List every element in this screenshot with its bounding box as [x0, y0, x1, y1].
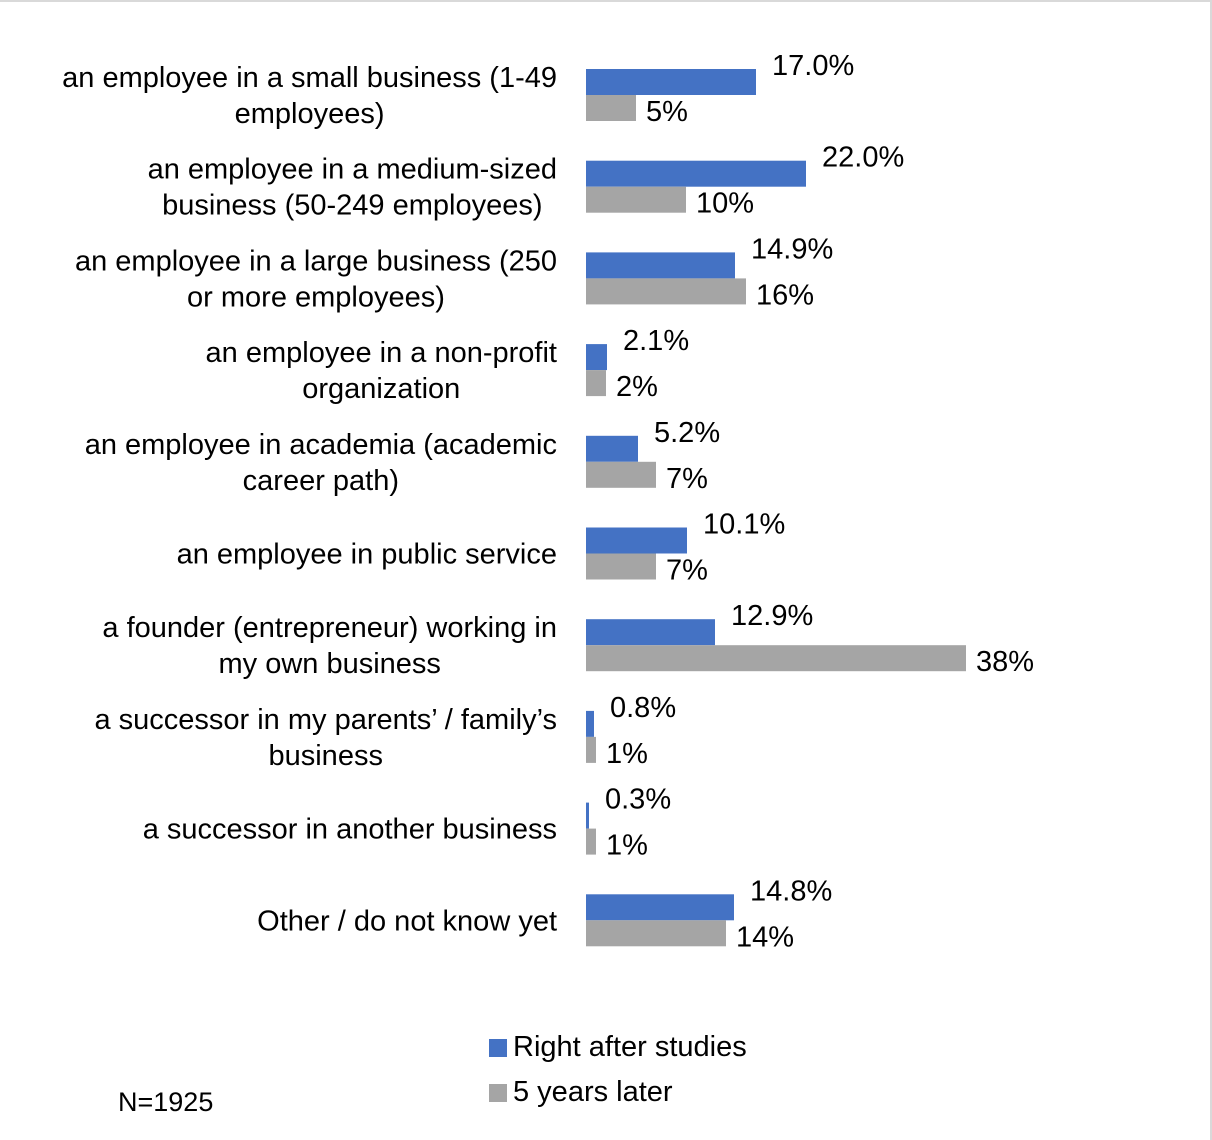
- bar-5-years-later: [586, 920, 726, 947]
- data-label: 14%: [736, 921, 794, 953]
- category-label: a founder (entrepreneur) working in my ow…: [102, 612, 557, 680]
- bar-right-after-studies: [586, 435, 638, 462]
- bar-right-after-studies: [586, 710, 594, 737]
- sample-size-note: N=1925: [118, 1087, 214, 1117]
- data-label: 0.8%: [610, 692, 676, 724]
- legend-swatch-blue: [489, 1038, 507, 1057]
- legend-item-series-1: Right after studies: [489, 1025, 747, 1070]
- data-label: 16%: [756, 279, 814, 311]
- category-label: a successor in another business: [143, 814, 557, 846]
- data-label: 7%: [666, 555, 708, 587]
- data-label: 2.1%: [623, 325, 689, 357]
- data-label: 10.1%: [703, 509, 785, 541]
- data-label: 12.9%: [731, 600, 813, 632]
- data-label: 1%: [606, 830, 648, 862]
- category-label: an employee in a small business (1-49 emp…: [62, 62, 557, 130]
- bar-5-years-later: [586, 95, 636, 121]
- legend-item-series-2: 5 years later: [489, 1070, 747, 1115]
- bar-5-years-later: [586, 645, 966, 672]
- bar-5-years-later: [586, 553, 656, 580]
- data-label: 14.8%: [750, 875, 832, 907]
- legend: Right after studies 5 years later: [489, 1025, 747, 1115]
- data-label: 1%: [606, 738, 648, 770]
- bar-5-years-later: [586, 370, 606, 397]
- bar-right-after-studies: [586, 69, 756, 95]
- data-label: 2%: [616, 371, 658, 403]
- data-label: 38%: [976, 646, 1034, 678]
- data-label: 10%: [696, 188, 754, 220]
- data-label: 17.0%: [772, 50, 854, 82]
- bar-right-after-studies: [586, 160, 806, 187]
- bar-right-after-studies: [586, 619, 715, 646]
- bar-5-years-later: [586, 828, 596, 855]
- data-label: 14.9%: [751, 233, 833, 265]
- category-label: Other / do not know yet: [257, 905, 557, 937]
- bar-right-after-studies: [586, 802, 589, 829]
- legend-label: Right after studies: [513, 1031, 747, 1063]
- legend-label: 5 years later: [513, 1076, 673, 1108]
- bar-5-years-later: [586, 736, 596, 763]
- bar-right-after-studies: [586, 252, 735, 279]
- data-label: 0.3%: [605, 784, 671, 816]
- bar-5-years-later: [586, 186, 686, 213]
- bar-right-after-studies: [586, 527, 687, 554]
- bar-right-after-studies: [586, 344, 607, 371]
- category-label: an employee in a non-profit organization: [206, 337, 557, 405]
- category-label: an employee in academia (academic career …: [85, 429, 557, 497]
- legend-swatch-gray: [489, 1083, 507, 1102]
- data-label: 5%: [646, 96, 688, 128]
- category-label: an employee in a medium-sized business (5…: [148, 154, 557, 222]
- category-label: an employee in public service: [177, 539, 557, 571]
- category-label: an employee in a large business (250 or m…: [75, 245, 557, 313]
- category-label: a successor in my parents’ / family’s bus…: [94, 704, 557, 772]
- data-label: 22.0%: [822, 142, 904, 174]
- bar-5-years-later: [586, 461, 656, 488]
- bar-5-years-later: [586, 278, 746, 305]
- data-label: 7%: [666, 463, 708, 495]
- data-label: 5.2%: [654, 417, 720, 449]
- bar-right-after-studies: [586, 894, 734, 921]
